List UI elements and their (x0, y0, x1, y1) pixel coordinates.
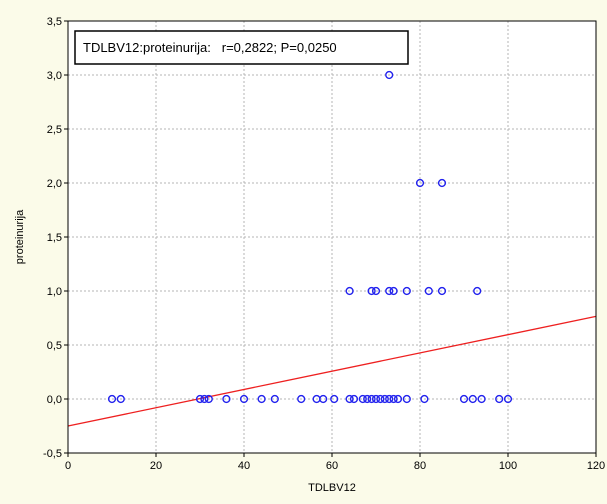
data-point (385, 394, 394, 404)
regression-line (67, 315, 597, 427)
data-point (503, 394, 513, 404)
y-tick-label: 2,0 (47, 178, 62, 190)
data-point (424, 286, 433, 296)
data-point (116, 394, 125, 404)
data-point (495, 394, 504, 404)
data-point (349, 394, 359, 404)
x-tick-label: 80 (414, 460, 426, 472)
y-tick-label: 3,5 (47, 16, 62, 28)
data-point (385, 286, 394, 296)
x-tick-label: 40 (238, 460, 250, 472)
data-point (319, 394, 328, 404)
data-point (393, 394, 403, 404)
data-point (222, 394, 231, 404)
data-point (402, 394, 411, 404)
y-tick-label: 2,5 (47, 124, 62, 136)
data-point (195, 394, 205, 404)
data-point (345, 394, 354, 404)
x-tick-label: 60 (326, 460, 338, 472)
data-point (257, 394, 266, 404)
x-axis-title: TDLBV12 (308, 482, 356, 494)
stats-annotation-frame (74, 30, 409, 65)
data-point (204, 394, 213, 404)
data-point (107, 394, 117, 404)
y-tick-label: 1,0 (47, 286, 62, 298)
data-point (459, 394, 469, 404)
data-points (107, 70, 513, 404)
stats-annotation-box: TDLBV12:proteinurija: r=0,2822; P=0,0250 (74, 30, 409, 65)
data-point (363, 394, 372, 404)
data-point (367, 286, 376, 296)
data-point (385, 70, 394, 80)
data-point (367, 394, 376, 404)
data-point (389, 394, 398, 404)
data-point (297, 394, 306, 404)
y-tick-label: 1,5 (47, 232, 62, 244)
grid-lines (68, 21, 596, 453)
data-point (200, 394, 209, 404)
data-point (330, 394, 339, 404)
y-tick-label: 3,0 (47, 70, 62, 82)
data-point (371, 394, 381, 404)
data-point (477, 394, 486, 404)
data-point (376, 394, 385, 404)
data-point (437, 286, 447, 296)
data-point (402, 286, 411, 296)
x-axis-ticks: 0 20 40 60 80 100 120 (65, 453, 605, 472)
data-point (239, 394, 249, 404)
data-point (345, 286, 354, 296)
data-point (389, 286, 398, 296)
stats-annotation-text: TDLBV12:proteinurija: r=0,2822; P=0,0250 (83, 40, 337, 55)
data-point (420, 394, 429, 404)
data-point (270, 394, 279, 404)
x-tick-label: 20 (150, 460, 162, 472)
data-point (468, 394, 477, 404)
y-axis-ticks: -0,5 0,0 0,5 1,0 1,5 2,0 2,5 3,0 3,5 (43, 16, 68, 460)
data-point (415, 178, 425, 188)
y-tick-label: 0,5 (47, 340, 62, 352)
data-point (380, 394, 389, 404)
data-point (371, 286, 381, 296)
x-tick-label: 100 (499, 460, 517, 472)
regression-line-group (67, 315, 597, 427)
y-tick-label: -0,5 (43, 448, 62, 460)
data-point (473, 286, 482, 296)
x-tick-label: 120 (587, 460, 605, 472)
y-tick-label: 0,0 (47, 394, 62, 406)
x-tick-label: 0 (65, 460, 71, 472)
data-point (437, 178, 447, 188)
y-axis-title: proteinurija (14, 209, 26, 264)
data-point (358, 394, 367, 404)
